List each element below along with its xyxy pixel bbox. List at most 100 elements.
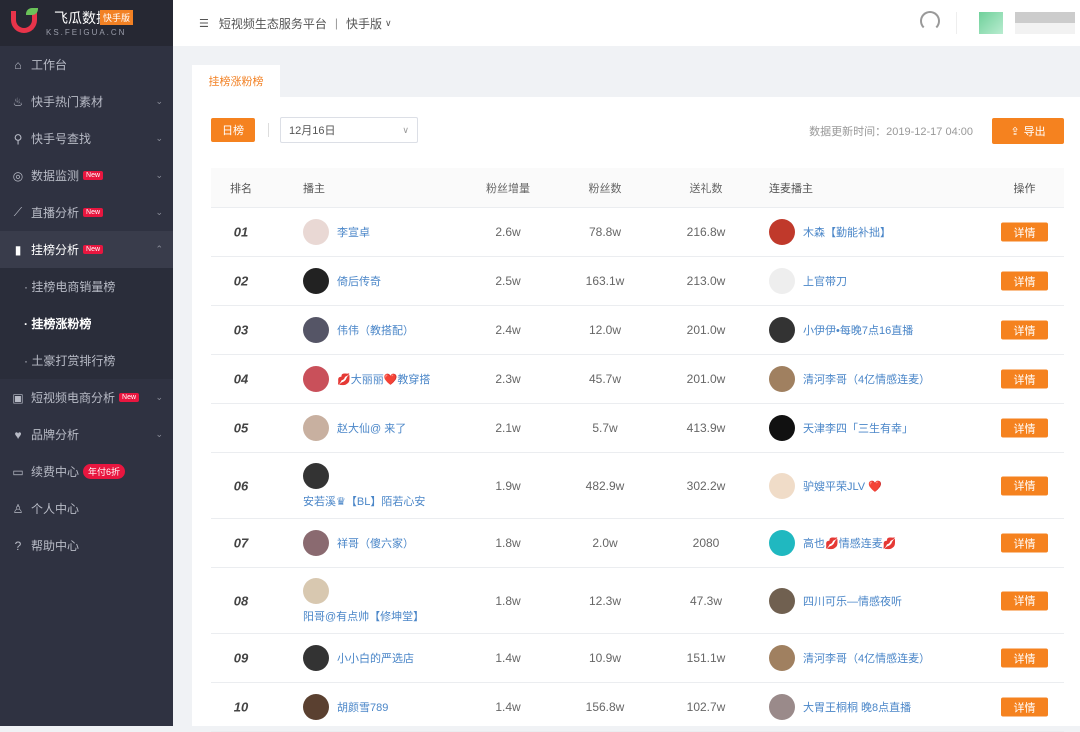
chevron-icon[interactable]: ⌄ [155,207,163,217]
sidebar-subitem-0[interactable]: · 挂榜电商销量榜 [24,280,116,294]
lianmai-avatar[interactable] [769,530,795,556]
sidebar-item-6[interactable]: ▣ 短视频电商分析 New ⌄ [0,379,173,416]
host-name[interactable]: 安若溪♛【BL】陌若心安 [303,495,426,508]
lianmai-name[interactable]: 大胃王桐桐 晚8点直播 [803,702,912,714]
lianmai-name[interactable]: 小伊伊•每晚7点16直播 [803,325,914,337]
host[interactable]: 赵大仙@ 来了 [303,415,406,441]
date-select[interactable]: 12月16日 ∨ [280,117,418,143]
sidebar-item-8[interactable]: ▭ 续费中心 年付6折 [0,453,173,490]
daily-rank-button[interactable]: 日榜 [211,118,255,142]
detail-button[interactable]: 详情 [1001,222,1048,242]
host-name[interactable]: 💋大丽丽❤️教穿搭 [337,374,431,386]
host-name[interactable]: 小小白的严选店 [337,653,414,665]
lianmai-host[interactable]: 高也💋情感连麦💋 [769,530,896,556]
lianmai-name[interactable]: 四川可乐—情感夜听 [803,595,902,608]
detail-button[interactable]: 详情 [1001,320,1048,340]
lianmai-name[interactable]: 清河李哥（4亿情感连麦） [803,374,931,386]
chevron-icon[interactable]: ⌄ [155,133,163,143]
detail-button[interactable]: 详情 [1001,648,1048,668]
host[interactable]: 李宣卓 [303,219,370,245]
chevron-icon[interactable]: ⌄ [155,429,163,439]
host-name[interactable]: 胡颜雪789 [337,702,389,714]
host-name[interactable]: 赵大仙@ 来了 [337,423,407,435]
lianmai-avatar[interactable] [769,219,795,245]
chevron-icon[interactable]: ⌃ [155,244,163,254]
lianmai-avatar[interactable] [769,587,795,614]
export-button[interactable]: ⇪ 导出 [992,118,1064,144]
host-avatar[interactable] [303,462,329,489]
host-avatar[interactable] [303,645,329,671]
host[interactable]: 安若溪♛【BL】陌若心安 [303,462,426,509]
detail-button[interactable]: 详情 [1001,697,1048,717]
menu-toggle-icon[interactable]: ☰ [199,17,209,30]
sidebar-item-10[interactable]: ? 帮助中心 [0,527,173,564]
lianmai-avatar[interactable] [769,317,795,343]
lianmai-host[interactable]: 清河李哥（4亿情感连麦） [769,645,930,671]
detail-button[interactable]: 详情 [1001,418,1048,438]
logo[interactable]: 飞瓜数据 快手版 KS.FEIGUA.CN [0,0,173,46]
host-avatar[interactable] [303,268,329,294]
detail-button[interactable]: 详情 [1001,271,1048,291]
lianmai-host[interactable]: 驴嫂平荣JLV ❤️ [769,472,882,499]
host[interactable]: 阳哥@有点帅【修坤堂】 [303,577,425,624]
host-avatar[interactable] [303,219,329,245]
lianmai-host[interactable]: 天津李四「三生有幸」 [769,415,913,441]
host-name[interactable]: 祥哥（傻六家） [337,538,414,550]
detail-button[interactable]: 详情 [1001,533,1048,553]
host-avatar[interactable] [303,415,329,441]
sidebar-item-4[interactable]: ⟋ 直播分析 New ⌄ [0,194,173,231]
host-name[interactable]: 李宣卓 [337,227,370,239]
lianmai-host[interactable]: 上官带刀 [769,268,847,294]
sidebar-item-9[interactable]: ♙ 个人中心 [0,490,173,527]
lianmai-host[interactable]: 大胃王桐桐 晚8点直播 [769,694,911,720]
sidebar-item-1[interactable]: ♨ 快手热门素材 ⌄ [0,83,173,120]
lianmai-host[interactable]: 小伊伊•每晚7点16直播 [769,317,913,343]
host[interactable]: 胡颜雪789 [303,694,388,720]
host-avatar[interactable] [303,317,329,343]
detail-button[interactable]: 详情 [1001,476,1048,495]
version-dropdown[interactable]: 快手版 [346,16,383,31]
host-name[interactable]: 伟伟（教搭配） [337,325,414,337]
tab-fans-rank[interactable]: 挂榜涨粉榜 [192,65,280,97]
lianmai-name[interactable]: 清河李哥（4亿情感连麦） [803,653,931,665]
sidebar-item-0[interactable]: ⌂ 工作台 [0,46,173,83]
lianmai-host[interactable]: 木森【勤能补拙】 [769,219,891,245]
lianmai-host[interactable]: 清河李哥（4亿情感连麦） [769,366,930,392]
username-blurred[interactable] [1015,12,1075,34]
sidebar-item-3[interactable]: ◎ 数据监测 New ⌄ [0,157,173,194]
sidebar-item-2[interactable]: ⚲ 快手号查找 ⌄ [0,120,173,157]
lianmai-name[interactable]: 驴嫂平荣JLV ❤️ [803,480,882,493]
host[interactable]: 小小白的严选店 [303,645,414,671]
chevron-icon[interactable]: ⌄ [155,392,163,402]
avatar[interactable] [979,12,1003,34]
host[interactable]: 💋大丽丽❤️教穿搭 [303,366,430,392]
sidebar-subitem-1[interactable]: · 挂榜涨粉榜 [24,317,92,331]
lianmai-avatar[interactable] [769,366,795,392]
host-avatar[interactable] [303,530,329,556]
sidebar-item-5[interactable]: ▮ 挂榜分析 New ⌃ [0,231,173,268]
lianmai-avatar[interactable] [769,694,795,720]
lianmai-avatar[interactable] [769,645,795,671]
detail-button[interactable]: 详情 [1001,591,1048,610]
lianmai-avatar[interactable] [769,415,795,441]
lianmai-host[interactable]: 四川可乐—情感夜听 [769,587,902,614]
host-avatar[interactable] [303,366,329,392]
chevron-icon[interactable]: ⌄ [155,96,163,106]
lianmai-name[interactable]: 上官带刀 [803,276,847,288]
lianmai-name[interactable]: 木森【勤能补拙】 [803,227,891,239]
detail-button[interactable]: 详情 [1001,369,1048,389]
host[interactable]: 伟伟（教搭配） [303,317,414,343]
lianmai-name[interactable]: 高也💋情感连麦💋 [803,538,897,550]
host-avatar[interactable] [303,577,329,604]
host-avatar[interactable] [303,694,329,720]
lianmai-avatar[interactable] [769,472,795,499]
headset-icon[interactable] [920,11,940,31]
host-name[interactable]: 阳哥@有点帅【修坤堂】 [303,610,425,623]
host[interactable]: 倚后传奇 [303,268,381,294]
chevron-down-icon[interactable]: ∨ [385,17,392,28]
chevron-icon[interactable]: ⌄ [155,170,163,180]
sidebar-subitem-2[interactable]: · 土豪打赏排行榜 [24,354,116,368]
host[interactable]: 祥哥（傻六家） [303,530,414,556]
host-name[interactable]: 倚后传奇 [337,276,381,288]
sidebar-item-7[interactable]: ♥ 品牌分析 ⌄ [0,416,173,453]
